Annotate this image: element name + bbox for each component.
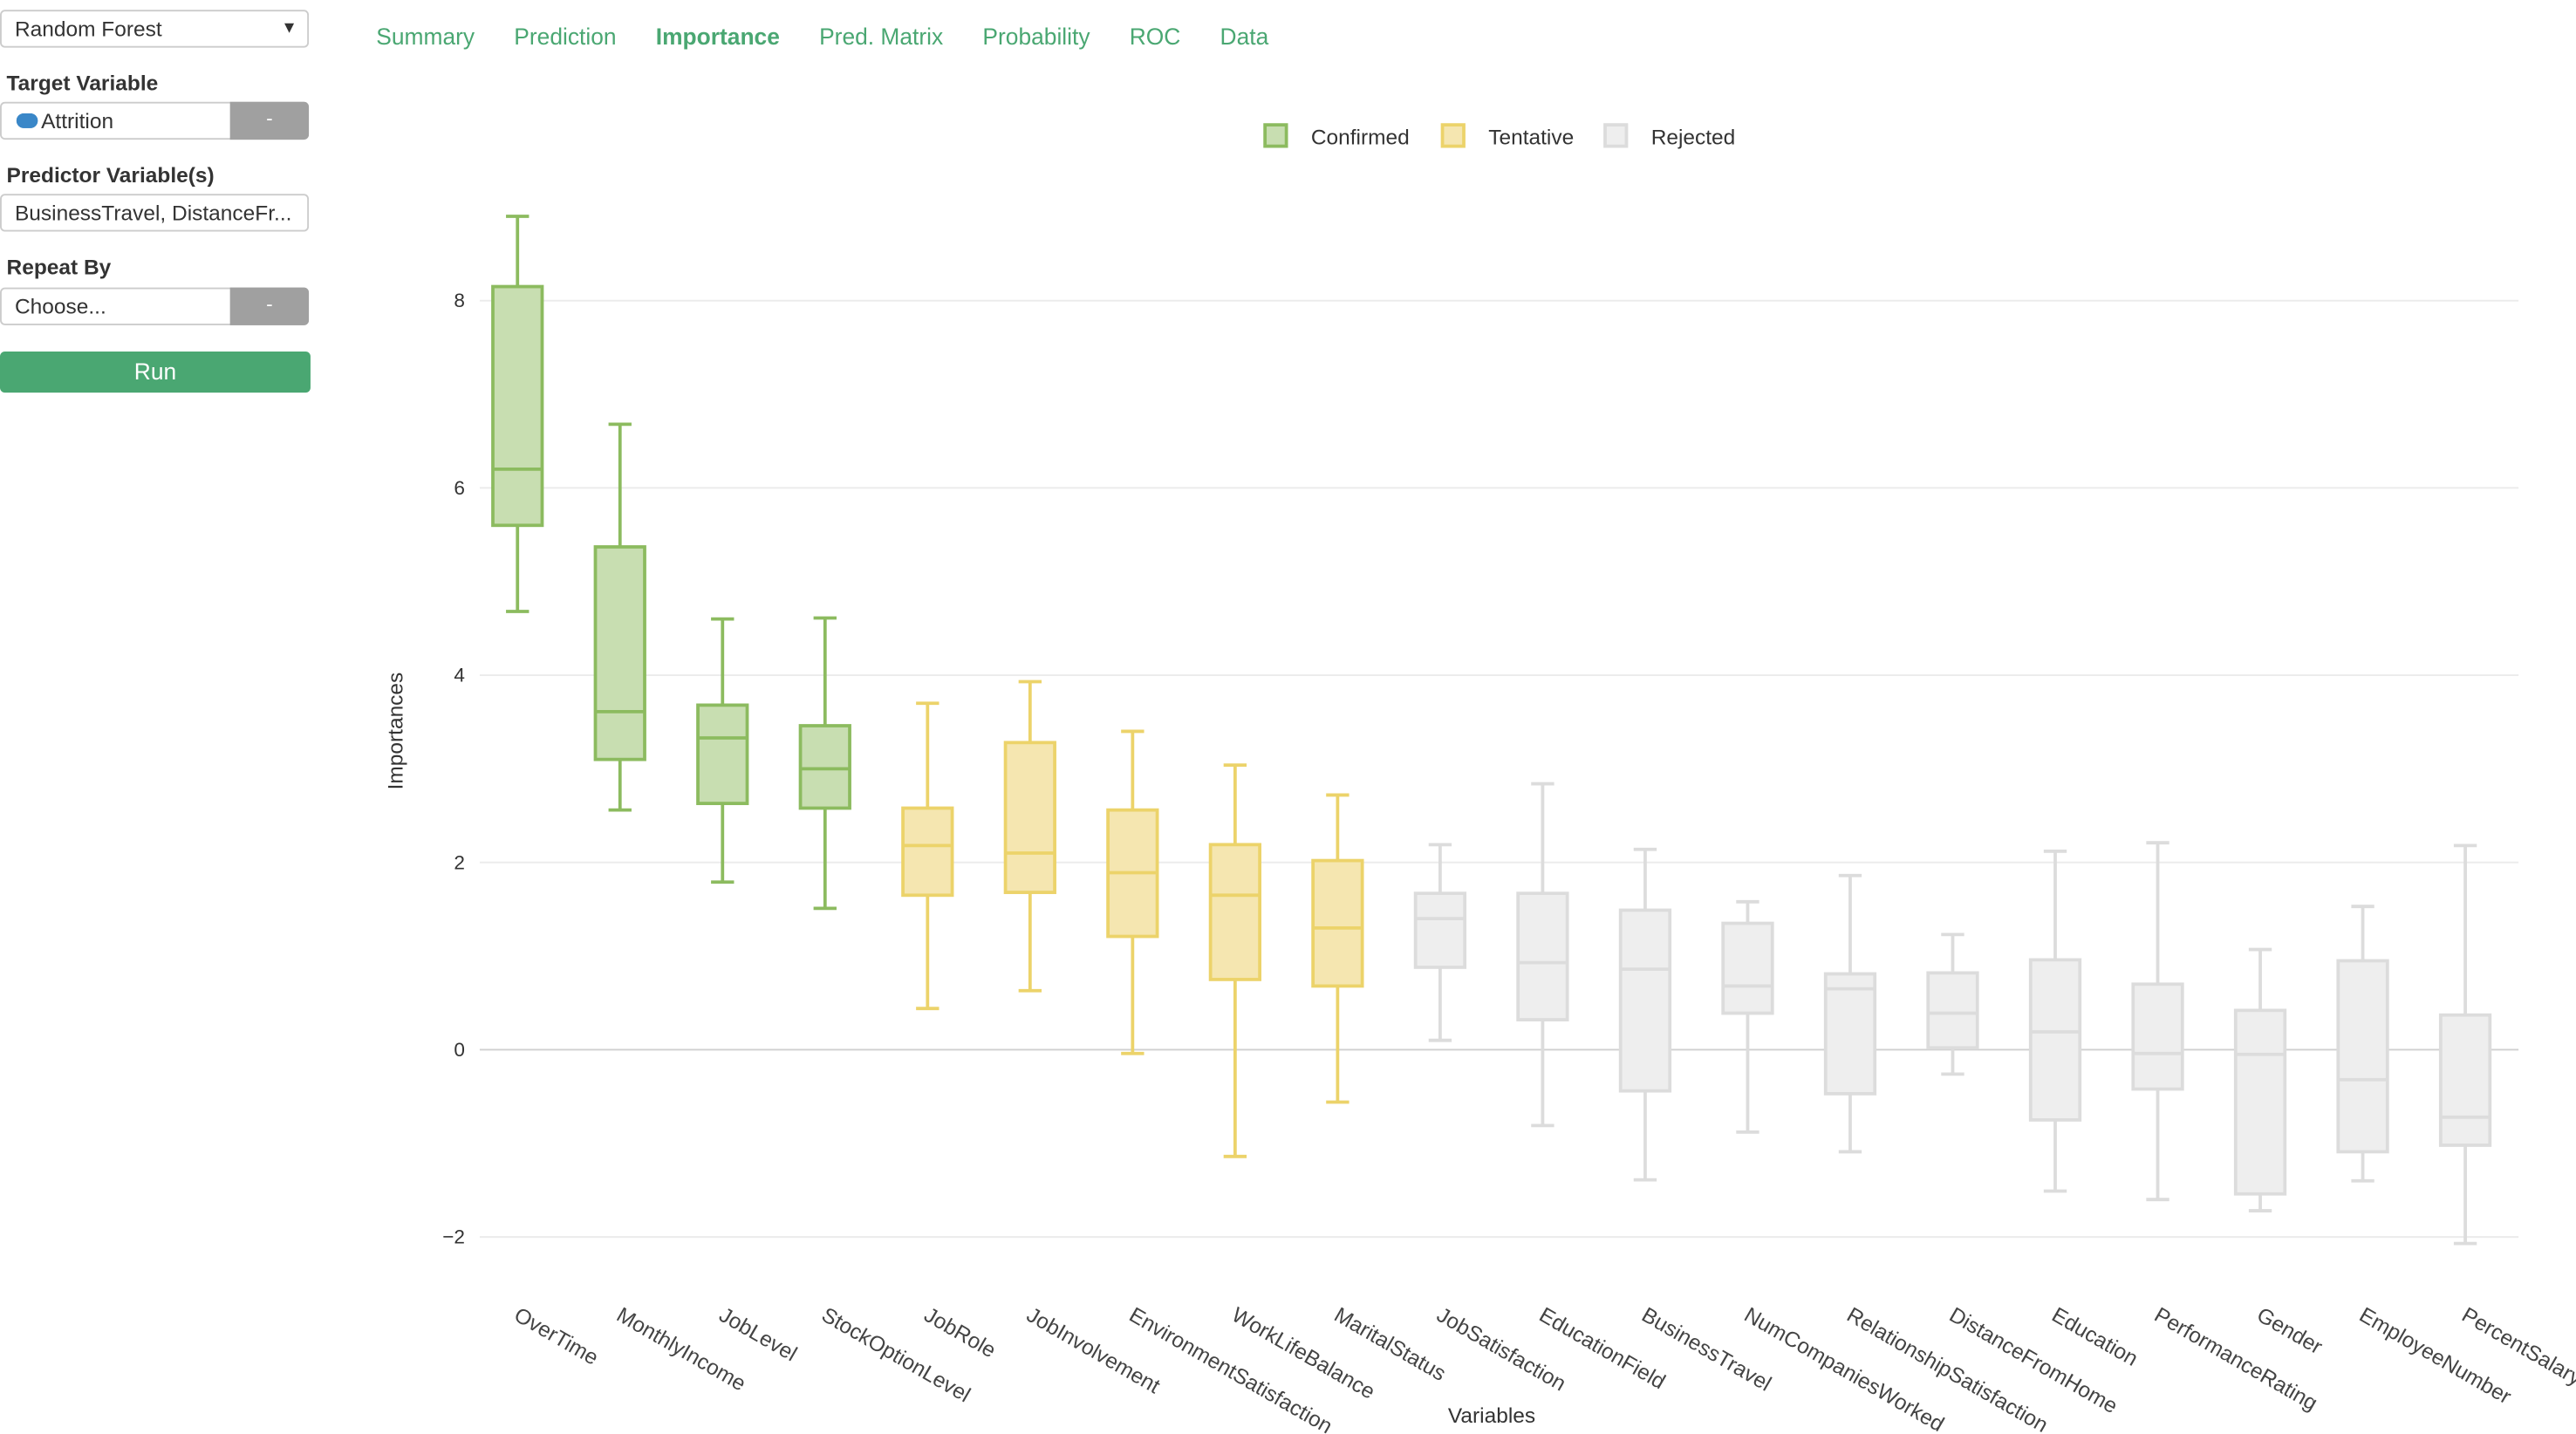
box-relationshipsatisfaction bbox=[1826, 876, 1875, 1152]
iqr-box bbox=[1416, 893, 1465, 967]
box-joblevel bbox=[698, 619, 747, 883]
box-overtime bbox=[493, 216, 542, 611]
iqr-box bbox=[698, 705, 747, 803]
iqr-box bbox=[2031, 959, 2080, 1120]
iqr-box bbox=[2133, 984, 2182, 1089]
iqr-box bbox=[1211, 844, 1260, 980]
legend-swatch-rejected bbox=[1605, 125, 1626, 146]
iqr-box bbox=[903, 808, 952, 895]
x-tick-label: Education bbox=[2047, 1303, 2142, 1371]
box-jobrole bbox=[903, 703, 952, 1008]
legend-swatch-tentative bbox=[1443, 125, 1464, 146]
iqr-box bbox=[596, 547, 645, 760]
box-businesstravel bbox=[1621, 850, 1670, 1180]
box-educationfield bbox=[1518, 784, 1567, 1126]
iqr-box bbox=[2441, 1015, 2490, 1145]
y-axis-title: Importances bbox=[384, 673, 407, 790]
iqr-box bbox=[2236, 1010, 2285, 1193]
legend-label-tentative[interactable]: Tentative bbox=[1488, 126, 1574, 150]
y-tick-label: −2 bbox=[442, 1226, 465, 1248]
box-gender bbox=[2236, 950, 2285, 1212]
importance-boxplot: −202468 OverTimeMonthlyIncomeJobLevelSto… bbox=[0, 0, 2576, 1434]
legend-label-confirmed[interactable]: Confirmed bbox=[1311, 126, 1410, 150]
box-stockoptionlevel bbox=[801, 618, 850, 909]
box-maritalstatus bbox=[1313, 795, 1362, 1102]
iqr-box bbox=[1928, 973, 1977, 1048]
iqr-box bbox=[1313, 861, 1362, 987]
box-numcompaniesworked bbox=[1723, 902, 1772, 1132]
x-tick-label: Gender bbox=[2252, 1303, 2326, 1359]
y-tick-label: 6 bbox=[454, 477, 465, 499]
box-employeenumber bbox=[2338, 906, 2387, 1181]
box-environmentsatisfaction bbox=[1108, 731, 1157, 1053]
legend-label-rejected[interactable]: Rejected bbox=[1651, 126, 1736, 150]
x-tick-label: JobLevel bbox=[715, 1303, 801, 1366]
app: Random Forest ▼ Target Variable Attritio… bbox=[0, 0, 2576, 1434]
iqr-box bbox=[493, 287, 542, 526]
iqr-box bbox=[1826, 973, 1875, 1093]
iqr-box bbox=[2338, 960, 2387, 1151]
y-tick-label: 0 bbox=[454, 1039, 465, 1061]
iqr-box bbox=[801, 726, 850, 808]
box-distancefromhome bbox=[1928, 934, 1977, 1074]
box-worklifebalance bbox=[1211, 765, 1260, 1157]
box-performancerating bbox=[2133, 843, 2182, 1199]
x-tick-label: PerformanceRating bbox=[2150, 1303, 2321, 1416]
iqr-box bbox=[1006, 742, 1055, 892]
box-jobinvolvement bbox=[1006, 682, 1055, 991]
y-tick-label: 4 bbox=[454, 665, 465, 686]
box-jobsatisfaction bbox=[1416, 844, 1465, 1040]
y-tick-label: 2 bbox=[454, 851, 465, 873]
x-axis-title: Variables bbox=[1448, 1404, 1535, 1428]
iqr-box bbox=[1723, 924, 1772, 1014]
y-tick-label: 8 bbox=[454, 290, 465, 311]
box-percentsalary bbox=[2441, 845, 2490, 1243]
x-tick-label: JobRole bbox=[920, 1303, 1000, 1362]
x-tick-label: OverTime bbox=[510, 1303, 603, 1370]
box-monthlyincome bbox=[596, 424, 645, 809]
iqr-box bbox=[1621, 910, 1670, 1090]
legend-swatch-confirmed bbox=[1265, 125, 1286, 146]
box-education bbox=[2031, 851, 2080, 1192]
x-tick-label: DistanceFromHome bbox=[1945, 1303, 2122, 1418]
iqr-box bbox=[1518, 893, 1567, 1020]
